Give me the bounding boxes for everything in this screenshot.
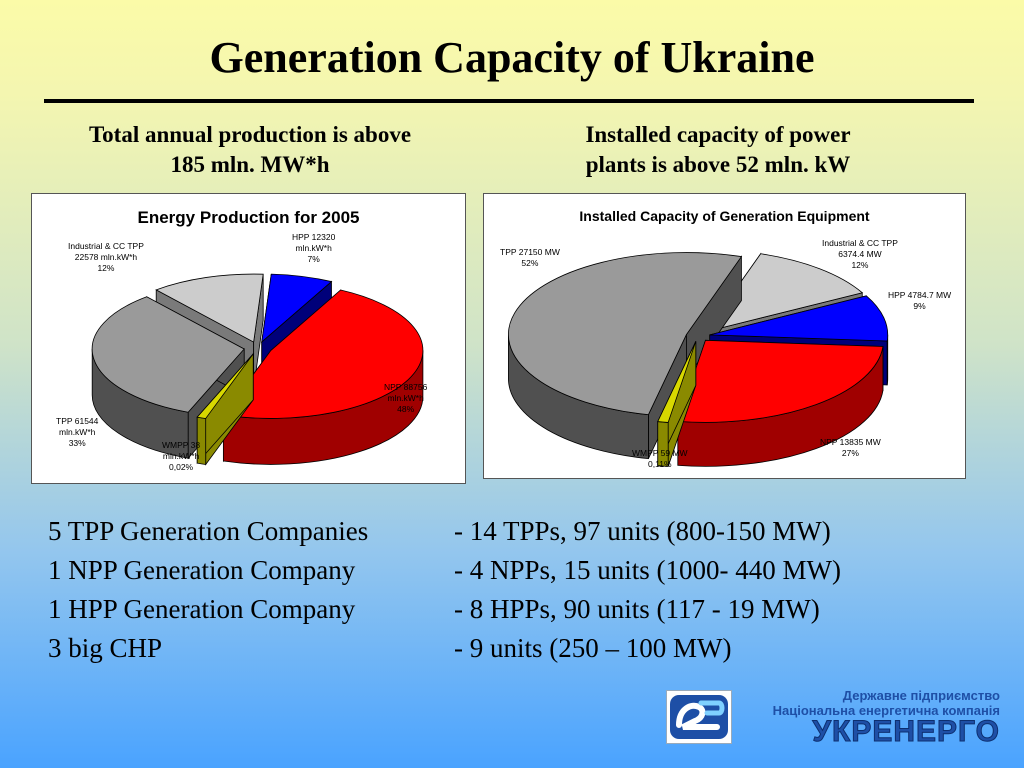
label-line: TPP 61544 — [56, 416, 99, 426]
pie-slice-npp — [677, 339, 884, 423]
company-details: - 9 units (250 – 100 MW) — [454, 633, 732, 663]
slice-label-npp: NPP 88756 mln.kW*h 48% — [384, 382, 427, 415]
list-item: 3 big CHP - 9 units (250 – 100 MW) — [48, 629, 841, 668]
slice-label-npp: NPP 13835 MW 27% — [820, 437, 881, 459]
list-item: 5 TPP Generation Companies - 14 TPPs, 97… — [48, 512, 841, 551]
label-line: 0,02% — [169, 462, 194, 472]
label-line: Industrial & CC TPP — [822, 238, 898, 248]
company-details: - 8 HPPs, 90 units (117 - 19 MW) — [454, 594, 820, 624]
label-line: HPP 4784.7 MW — [888, 290, 952, 300]
label-line: HPP 12320 — [292, 232, 336, 242]
company-group: 1 HPP Generation Company — [48, 594, 356, 624]
energy-production-chart: Energy Production for 2005 HPP 12320 mln… — [31, 193, 466, 484]
list-item: 1 HPP Generation Company - 8 HPPs, 90 un… — [48, 590, 841, 629]
company-details: - 4 NPPs, 15 units (1000- 440 MW) — [454, 555, 842, 585]
slice-label-industrial: Industrial & CC TPP 6374.4 MW 12% — [822, 238, 898, 271]
pie-slice-industrial-cc-tpp — [155, 273, 264, 343]
label-line: Industrial & CC TPP — [68, 241, 144, 251]
title-underline — [44, 99, 974, 103]
label-line: mln.kW*h — [59, 427, 96, 437]
label-line: 33% — [68, 438, 86, 448]
company-group: 5 TPP Generation Companies — [48, 516, 369, 546]
label-line: NPP 13835 MW — [820, 437, 881, 447]
label-line: NPP 88756 — [384, 382, 428, 392]
slice-label-wmpp: WMPP 59 MW 0,11% — [632, 448, 688, 470]
subtitle-capacity-line1: Installed capacity of power — [585, 122, 851, 147]
logo-line2: Національна енергетична компанія — [772, 703, 1000, 718]
generation-companies-list: 5 TPP Generation Companies - 14 TPPs, 97… — [48, 512, 841, 668]
label-line: 12% — [97, 263, 115, 273]
label-line: mln.kW*h — [295, 243, 332, 253]
pie-slice-tpp — [91, 296, 245, 413]
installed-capacity-chart: Installed Capacity of Generation Equipme… — [483, 193, 966, 479]
label-line: mln.kW*h — [387, 393, 424, 403]
pie-slice-rim-hpp — [886, 334, 889, 386]
label-line: WMPP 38 — [162, 440, 201, 450]
company-details: - 14 TPPs, 97 units (800-150 MW) — [454, 516, 831, 546]
label-line: 6374.4 MW — [838, 249, 882, 259]
slide-title: Generation Capacity of Ukraine — [209, 33, 815, 82]
slice-label-tpp: TPP 27150 MW 52% — [500, 247, 560, 269]
label-line: 7% — [307, 254, 320, 264]
ukrenergo-logo-icon — [666, 690, 732, 744]
subtitle-capacity: Installed capacity of power plants is ab… — [508, 120, 928, 180]
chart-title: Installed Capacity of Generation Equipme… — [579, 208, 870, 224]
label-line: 27% — [841, 448, 859, 458]
label-line: 48% — [397, 404, 415, 414]
slice-label-industrial: Industrial & CC TPP 22578 mln.kW*h 12% — [68, 241, 144, 274]
logo-wordmark: УКРЕНЕРГО — [812, 715, 1000, 748]
subtitle-production-line2: 185 mln. MW*h — [170, 152, 330, 177]
label-line: TPP 27150 MW — [500, 247, 560, 257]
pie-chart-svg — [91, 273, 424, 466]
slice-label-wmpp: WMPP 38 mln.kW*h 0,02% — [162, 440, 200, 473]
label-line: 52% — [521, 258, 539, 268]
label-line: WMPP 59 MW — [632, 448, 688, 458]
slice-label-hpp: HPP 4784.7 MW 9% — [888, 290, 951, 312]
slice-label-hpp: HPP 12320 mln.kW*h 7% — [292, 232, 335, 265]
subtitle-production: Total annual production is above 185 mln… — [40, 120, 460, 180]
chart-title: Energy Production for 2005 — [137, 208, 360, 227]
pie-chart-svg — [508, 252, 889, 467]
subtitle-production-line1: Total annual production is above — [88, 122, 412, 147]
pie-slice-tpp — [508, 252, 743, 416]
subtitle-capacity-line2: plants is above 52 mln. kW — [585, 152, 851, 177]
label-line: 0,11% — [648, 459, 672, 469]
pie-slice-hpp — [709, 295, 889, 342]
company-group: 3 big CHP — [48, 633, 163, 663]
list-item: 1 NPP Generation Company - 4 NPPs, 15 un… — [48, 551, 841, 590]
pie-slice-npp — [222, 289, 424, 419]
pie-slice-wmpp — [657, 341, 697, 423]
slice-label-tpp: TPP 61544 mln.kW*h 33% — [56, 416, 98, 449]
pie-slice-hpp — [261, 273, 333, 343]
label-line: 22578 mln.kW*h — [74, 252, 138, 262]
logo-line1: Державне підприємство — [842, 688, 1000, 703]
label-line: mln.kW*h — [162, 451, 200, 461]
pie-slice-industrial-cc-tpp — [704, 253, 864, 333]
pie-slice-wmpp — [196, 353, 254, 419]
company-group: 1 NPP Generation Company — [48, 555, 356, 585]
label-line: 12% — [851, 260, 869, 270]
label-line: 9% — [913, 301, 926, 311]
